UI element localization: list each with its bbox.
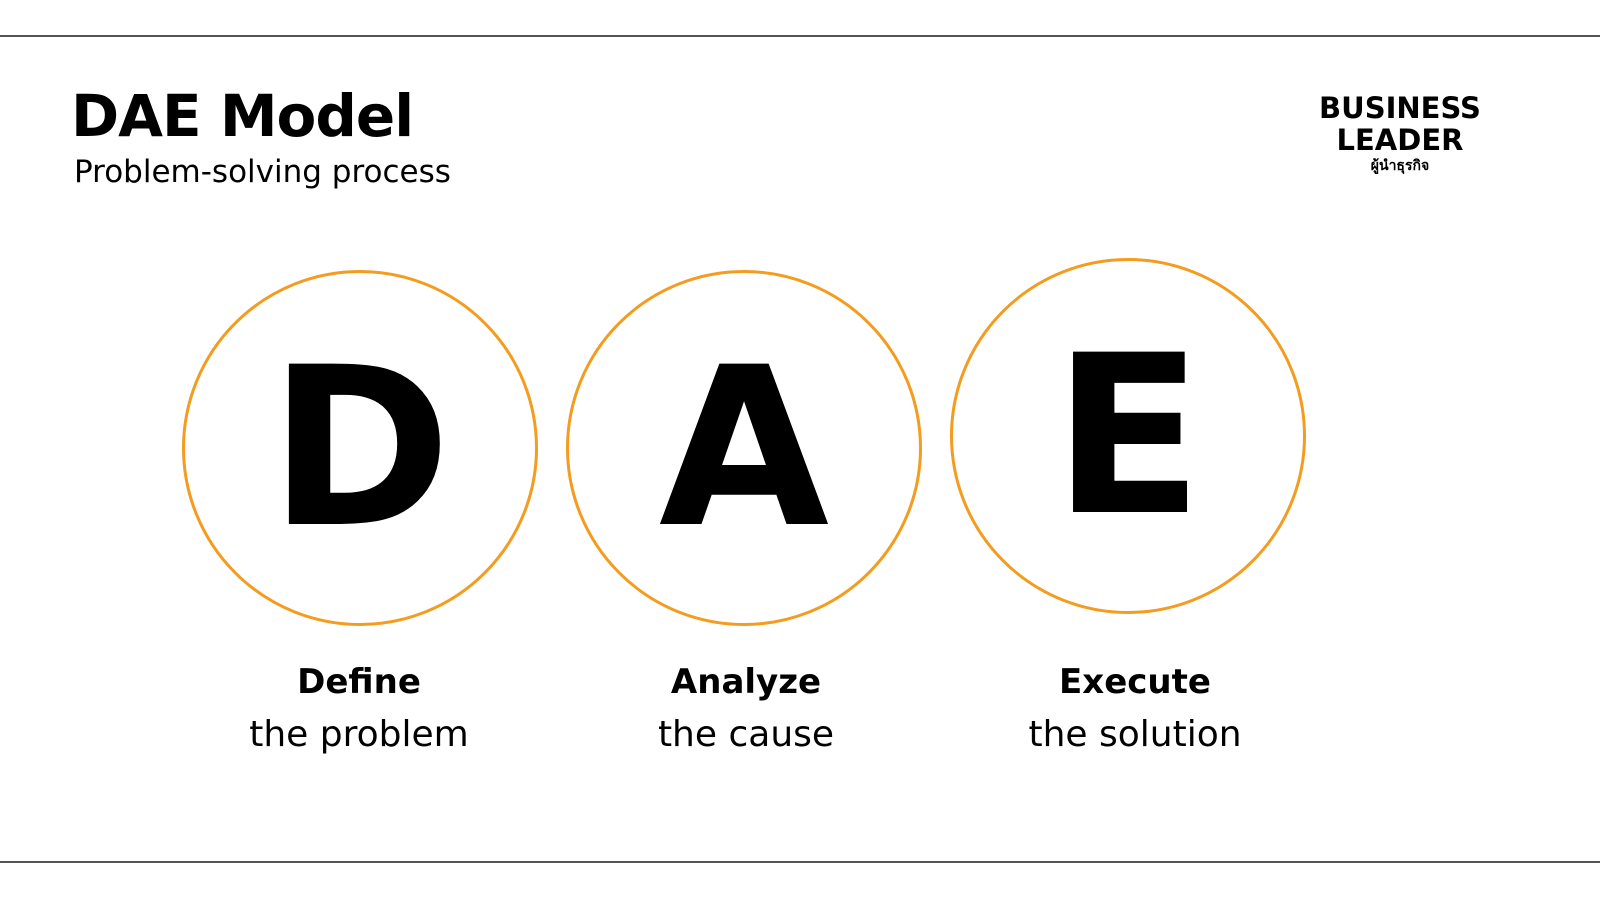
page-title: DAE Model	[71, 82, 414, 150]
letter-a: A	[658, 320, 830, 576]
letter-d: D	[268, 320, 452, 576]
step-title: Define	[297, 662, 421, 702]
label-define: Define the cause the problem	[169, 662, 549, 755]
step-desc: the solution	[1028, 714, 1242, 755]
letter-e: E	[1052, 308, 1204, 564]
label-execute: Execute the solution	[945, 662, 1325, 755]
circle-define: D	[182, 270, 538, 626]
circle-analyze: A	[566, 270, 922, 626]
step-title: Analyze	[670, 662, 822, 702]
business-leader-logo: BUSINESS LEADER ผู้นำธุรกิจ	[1310, 92, 1490, 176]
step-desc: the problem	[249, 714, 469, 755]
logo-line-1: BUSINESS	[1319, 91, 1481, 125]
page-subtitle: Problem-solving process	[74, 154, 451, 190]
step-title: Execute	[1059, 662, 1211, 702]
step-desc: the cause	[657, 714, 835, 755]
bottom-divider	[0, 861, 1600, 863]
top-divider	[0, 35, 1600, 37]
logo-line-3: ผู้นำธุรกิจ	[1370, 158, 1430, 174]
circle-execute: E	[950, 258, 1306, 614]
logo-line-2: LEADER	[1336, 123, 1464, 157]
label-analyze: Analyze the cause	[556, 662, 936, 755]
